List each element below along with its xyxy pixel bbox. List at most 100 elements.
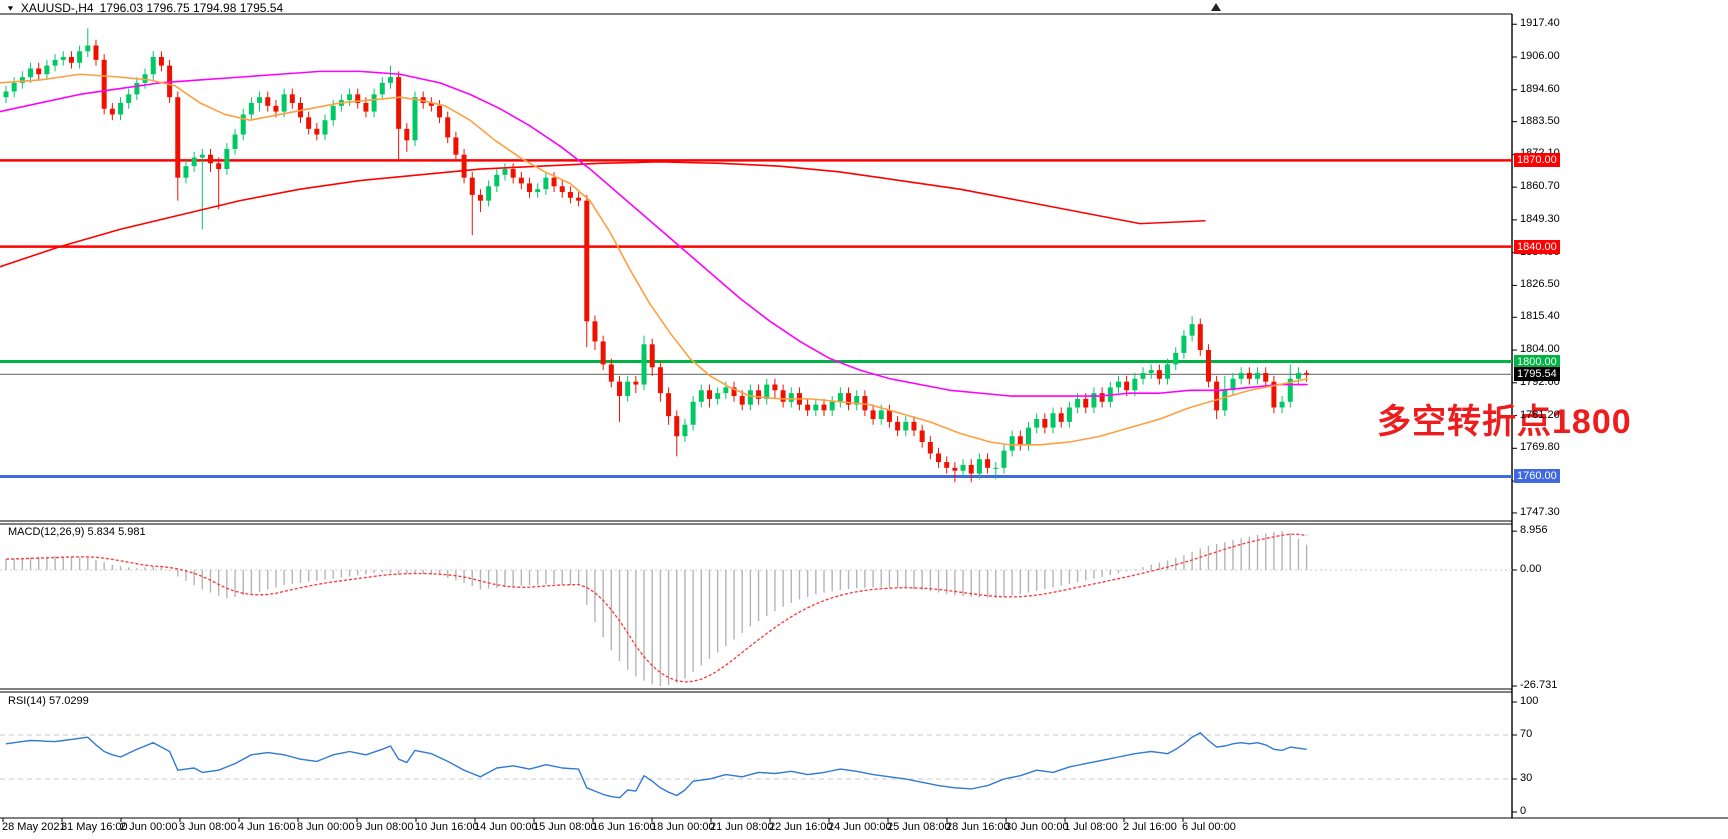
candles-layer (3, 28, 1310, 483)
candle (911, 416, 917, 437)
candle (404, 123, 410, 152)
price-badge-1795.54: 1795.54 (1514, 367, 1560, 382)
candle (101, 54, 107, 115)
candle (1238, 367, 1244, 385)
macd-axis-label: -26.731 (1520, 679, 1558, 691)
price-badge-1800.00: 1800.00 (1514, 354, 1560, 369)
candle (1042, 413, 1048, 434)
candle (706, 384, 712, 408)
rsi-axis-label: 30 (1520, 772, 1533, 784)
candle (535, 183, 541, 198)
time-axis-label: 28 May 2021 (2, 821, 66, 833)
candle (1058, 407, 1064, 428)
candle (289, 88, 295, 109)
macd-values: 5.834 5.981 (87, 526, 146, 538)
candle (322, 114, 328, 141)
candle (1222, 375, 1228, 417)
price-axis-label: 1781.20 (1520, 408, 1560, 421)
time-axis-label: 24 Jun 00:00 (828, 821, 892, 833)
candle (1009, 430, 1015, 457)
macd-axis-label: 0.00 (1520, 563, 1542, 575)
candle (1295, 367, 1301, 385)
candle (936, 447, 942, 468)
candle (731, 381, 737, 402)
symbol-timeframe-label: XAUUSD-,H4 (20, 1, 94, 15)
candle (396, 71, 402, 161)
time-axis-label: 18 Jun 00:00 (651, 821, 715, 833)
candle (788, 387, 794, 408)
candle (772, 378, 778, 399)
macd-signal-line (5, 533, 1307, 683)
macd-layer (5, 531, 1308, 687)
candle (1304, 370, 1310, 382)
candle (641, 335, 647, 391)
candle (1165, 358, 1171, 385)
candle (927, 436, 933, 460)
candle (698, 384, 704, 408)
candle (412, 91, 418, 147)
candle (543, 171, 549, 195)
scroll-to-end-icon[interactable] (1211, 3, 1221, 11)
time-axis-label: 28 Jun 16:00 (946, 821, 1010, 833)
candle (199, 148, 205, 230)
candle (1287, 364, 1293, 408)
price-axis-label: 1815.40 (1520, 310, 1560, 323)
candle (674, 410, 680, 457)
symbol-dropdown-icon[interactable]: ▼ (6, 4, 15, 12)
candle (608, 358, 614, 388)
candle (257, 91, 263, 112)
candle (1017, 430, 1023, 451)
time-axis-label: 31 May 16:00 (61, 821, 128, 833)
candle (150, 51, 156, 80)
candle (1271, 375, 1277, 414)
time-axis-label: 3 Jun 08:00 (179, 821, 237, 833)
candle (77, 45, 83, 69)
candle (895, 416, 901, 437)
candle (1197, 318, 1203, 356)
candle (158, 51, 164, 72)
candle (1214, 375, 1220, 419)
time-axis-label: 2 Jul 16:00 (1123, 821, 1177, 833)
time-axis-label: 8 Jun 00:00 (297, 821, 355, 833)
candle (1034, 413, 1040, 434)
candle (976, 453, 982, 480)
candle (248, 97, 254, 121)
rsi-axis-label: 70 (1520, 728, 1533, 740)
ma-red-line (0, 161, 1206, 268)
candle (649, 338, 655, 376)
candle (85, 28, 91, 57)
candle (240, 108, 246, 141)
candle (559, 180, 565, 198)
time-axis-label: 9 Jun 08:00 (356, 821, 414, 833)
candle (1115, 375, 1121, 394)
time-axis-label: 2 Jun 00:00 (120, 821, 178, 833)
price-badge-1760.00: 1760.00 (1514, 469, 1560, 484)
candle (224, 143, 230, 175)
candle (968, 459, 974, 483)
candle (780, 384, 786, 408)
macd-axis-label: 8.956 (1520, 524, 1548, 537)
candle (486, 180, 492, 207)
candle (118, 97, 124, 121)
candle (494, 169, 500, 193)
time-axis-label: 4 Jun 16:00 (238, 821, 296, 833)
candle (60, 51, 66, 66)
candle (183, 160, 189, 184)
price-axis-label: 1826.50 (1520, 278, 1560, 291)
annotation-text: 多空转折点1800 (1377, 403, 1632, 441)
candle (510, 163, 516, 184)
candle (68, 51, 74, 69)
time-axis-label: 16 Jun 16:00 (592, 821, 656, 833)
candle (191, 151, 197, 172)
candle (527, 177, 533, 198)
chart-title-bar: ▼ XAUUSD-,H4 1796.03 1796.75 1794.98 179… (6, 1, 283, 15)
time-axis-label: 21 Jun 08:00 (710, 821, 774, 833)
candle (355, 88, 361, 109)
price-axis-label: 1906.00 (1520, 50, 1560, 62)
candle (1205, 344, 1211, 388)
candle (756, 384, 762, 405)
candle (1066, 401, 1072, 428)
candle (371, 88, 377, 118)
price-axis-label: 1769.80 (1520, 441, 1560, 454)
